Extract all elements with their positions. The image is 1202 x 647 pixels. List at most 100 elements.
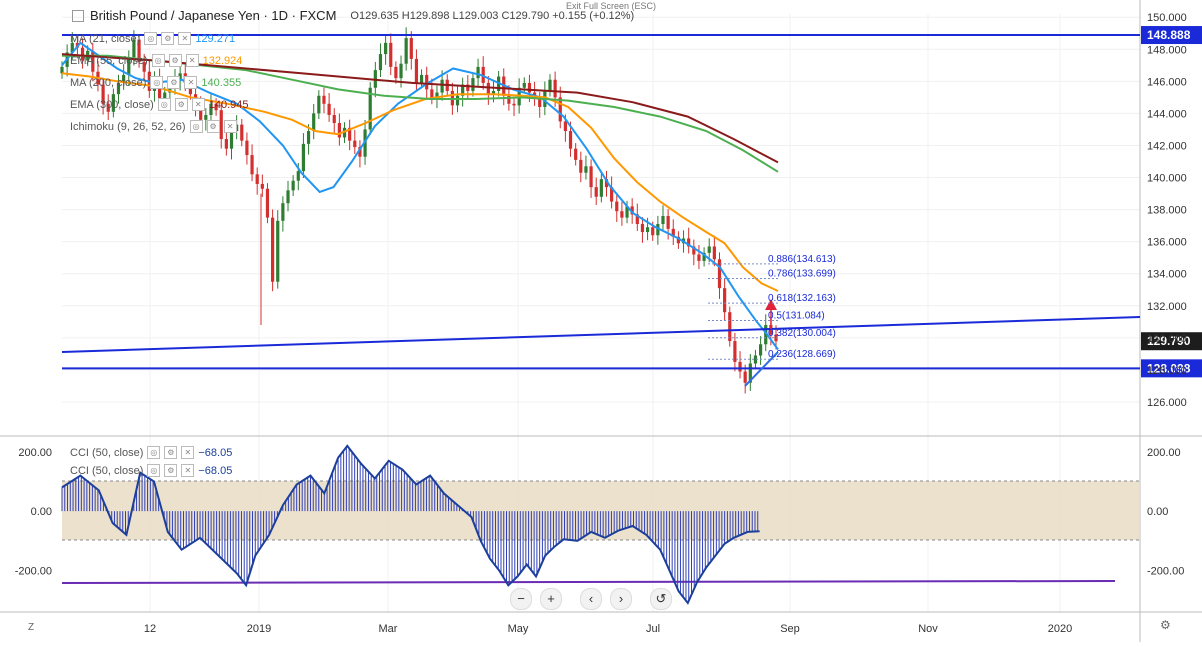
- candle-body: [640, 224, 645, 233]
- settings-icon[interactable]: ⚙: [161, 32, 175, 45]
- price-tick-label: 134.000: [1147, 269, 1187, 281]
- cci-axis[interactable]: 200.00 200.00 0.00 0.00 -200.00 -200.00: [15, 447, 1185, 578]
- remove-icon[interactable]: ✕: [178, 32, 192, 45]
- price-tick-label: 126.000: [1147, 397, 1187, 409]
- candle-body: [481, 66, 485, 83]
- scroll-right-button[interactable]: ›: [610, 588, 632, 610]
- settings-icon[interactable]: ⚙: [164, 464, 178, 477]
- candles: [60, 27, 778, 394]
- remove-icon[interactable]: ✕: [181, 464, 195, 477]
- legend-item[interactable]: MA (21, close) ◎ ⚙ ✕ 129.271: [70, 32, 235, 45]
- time-tick-label: Sep: [780, 623, 800, 635]
- fib-label: 0.886(134.613): [768, 254, 836, 265]
- candle-body: [404, 38, 408, 64]
- candle-body: [199, 106, 203, 120]
- legend-item[interactable]: Ichimoku (9, 26, 52, 26) ◎ ⚙ ✕: [70, 120, 241, 133]
- candle-body: [337, 123, 341, 138]
- candle-body: [122, 74, 126, 83]
- remove-icon[interactable]: ✕: [181, 446, 195, 459]
- visibility-icon[interactable]: ◎: [147, 464, 161, 477]
- settings-icon[interactable]: ⚙: [167, 76, 181, 89]
- exit-fullscreen-hint[interactable]: Exit Full Screen (ESC): [566, 1, 657, 11]
- candle-body: [692, 246, 696, 255]
- candle-body: [291, 180, 295, 191]
- price-label-box: [1141, 359, 1202, 378]
- candle-body: [80, 47, 85, 61]
- visibility-icon[interactable]: ◎: [144, 32, 158, 45]
- price-axis[interactable]: 150.000 148.000 146.000 144.000 142.000 140.0…: [1147, 12, 1187, 409]
- time-axis[interactable]: 12 2019 Mar May Jul Sep Nov 2020: [144, 623, 1072, 635]
- remove-icon[interactable]: ✕: [223, 120, 237, 133]
- candle-body: [466, 84, 470, 91]
- scroll-left-button[interactable]: ‹: [580, 588, 602, 610]
- candle-body: [471, 78, 475, 91]
- legend-item[interactable]: EMA (55, close) ◎ ⚙ ✕ 132.924: [70, 54, 242, 67]
- reset-chart-button[interactable]: ↺: [650, 588, 672, 610]
- remove-icon[interactable]: ✕: [185, 54, 199, 67]
- fib-label: 0.382(130.004): [768, 328, 836, 339]
- visibility-icon[interactable]: ◎: [157, 98, 171, 111]
- ma-line-1: [61, 72, 779, 292]
- cci-legend-value: −68.05: [198, 446, 233, 459]
- settings-icon[interactable]: ⚙: [164, 446, 178, 459]
- fibonacci-levels: 0.886(134.613) 0.786(133.699) 0.618(132.16…: [708, 254, 836, 360]
- candle-body: [717, 259, 722, 289]
- fib-label: 0.618(132.163): [768, 293, 836, 304]
- candle-body: [301, 143, 306, 172]
- candle-body: [635, 214, 639, 225]
- candle-body: [281, 203, 285, 221]
- candle-body: [697, 254, 701, 261]
- legend-item[interactable]: EMA (300, close) ◎ ⚙ ✕ 140.945: [70, 98, 249, 111]
- candle-body: [651, 227, 655, 236]
- candle-body: [610, 187, 614, 202]
- candle-body: [589, 166, 593, 188]
- candle-body: [702, 252, 706, 261]
- timezone-corner[interactable]: Z: [28, 622, 35, 633]
- cci-legend-item[interactable]: CCI (50, close) ◎ ⚙ ✕ −68.05: [70, 464, 232, 477]
- cci-tick-label-right: 200.00: [1147, 447, 1181, 459]
- time-tick-label: 2020: [1048, 623, 1072, 635]
- settings-gear-icon[interactable]: ⚙: [1160, 618, 1171, 632]
- candle-body: [440, 79, 444, 93]
- price-tick-label: 146.000: [1147, 76, 1187, 88]
- legend-label: EMA (300, close): [70, 98, 154, 111]
- chart-nav-bar: − + ‹ › ↺: [510, 588, 672, 610]
- candle-body: [604, 179, 609, 188]
- zoom-in-button[interactable]: +: [540, 588, 562, 610]
- collapse-icon[interactable]: [72, 9, 84, 22]
- candle-body: [255, 174, 259, 184]
- candle-body: [419, 74, 424, 83]
- price-tick-label: 148.000: [1147, 44, 1187, 56]
- legend-value: 132.924: [202, 54, 243, 67]
- price-tick-label: 138.000: [1147, 205, 1187, 217]
- fib-label: 0.236(128.669): [768, 349, 836, 360]
- candle-body: [60, 66, 64, 74]
- candle-body: [594, 187, 598, 197]
- visibility-icon[interactable]: ◎: [151, 54, 165, 67]
- zoom-out-button[interactable]: −: [510, 588, 532, 610]
- price-tick-label: 136.000: [1147, 237, 1187, 249]
- symbol-title[interactable]: British Pound / Japanese Yen · 1D · FXCM: [90, 8, 337, 23]
- visibility-icon[interactable]: ◎: [147, 446, 161, 459]
- settings-icon[interactable]: ⚙: [174, 98, 188, 111]
- cci-legend-item[interactable]: CCI (50, close) ◎ ⚙ ✕ −68.05: [70, 446, 232, 459]
- remove-icon[interactable]: ✕: [184, 76, 198, 89]
- candle-body: [661, 216, 665, 225]
- candle-body: [327, 103, 331, 116]
- candle-body: [743, 371, 747, 383]
- candle-body: [625, 206, 629, 218]
- candle-body: [753, 355, 758, 364]
- visibility-icon[interactable]: ◎: [150, 76, 164, 89]
- candle-body: [579, 159, 583, 173]
- candle-body: [70, 42, 74, 53]
- candle-body: [394, 66, 398, 79]
- legend-item[interactable]: MA (200, close) ◎ ⚙ ✕ 140.355: [70, 76, 241, 89]
- settings-icon[interactable]: ⚙: [168, 54, 182, 67]
- remove-icon[interactable]: ✕: [191, 98, 205, 111]
- candle-body: [486, 82, 490, 95]
- fib-up-arrowhead: [765, 299, 777, 310]
- settings-icon[interactable]: ⚙: [206, 120, 220, 133]
- price-tick-label: 130.000: [1147, 333, 1187, 345]
- visibility-icon[interactable]: ◎: [189, 120, 203, 133]
